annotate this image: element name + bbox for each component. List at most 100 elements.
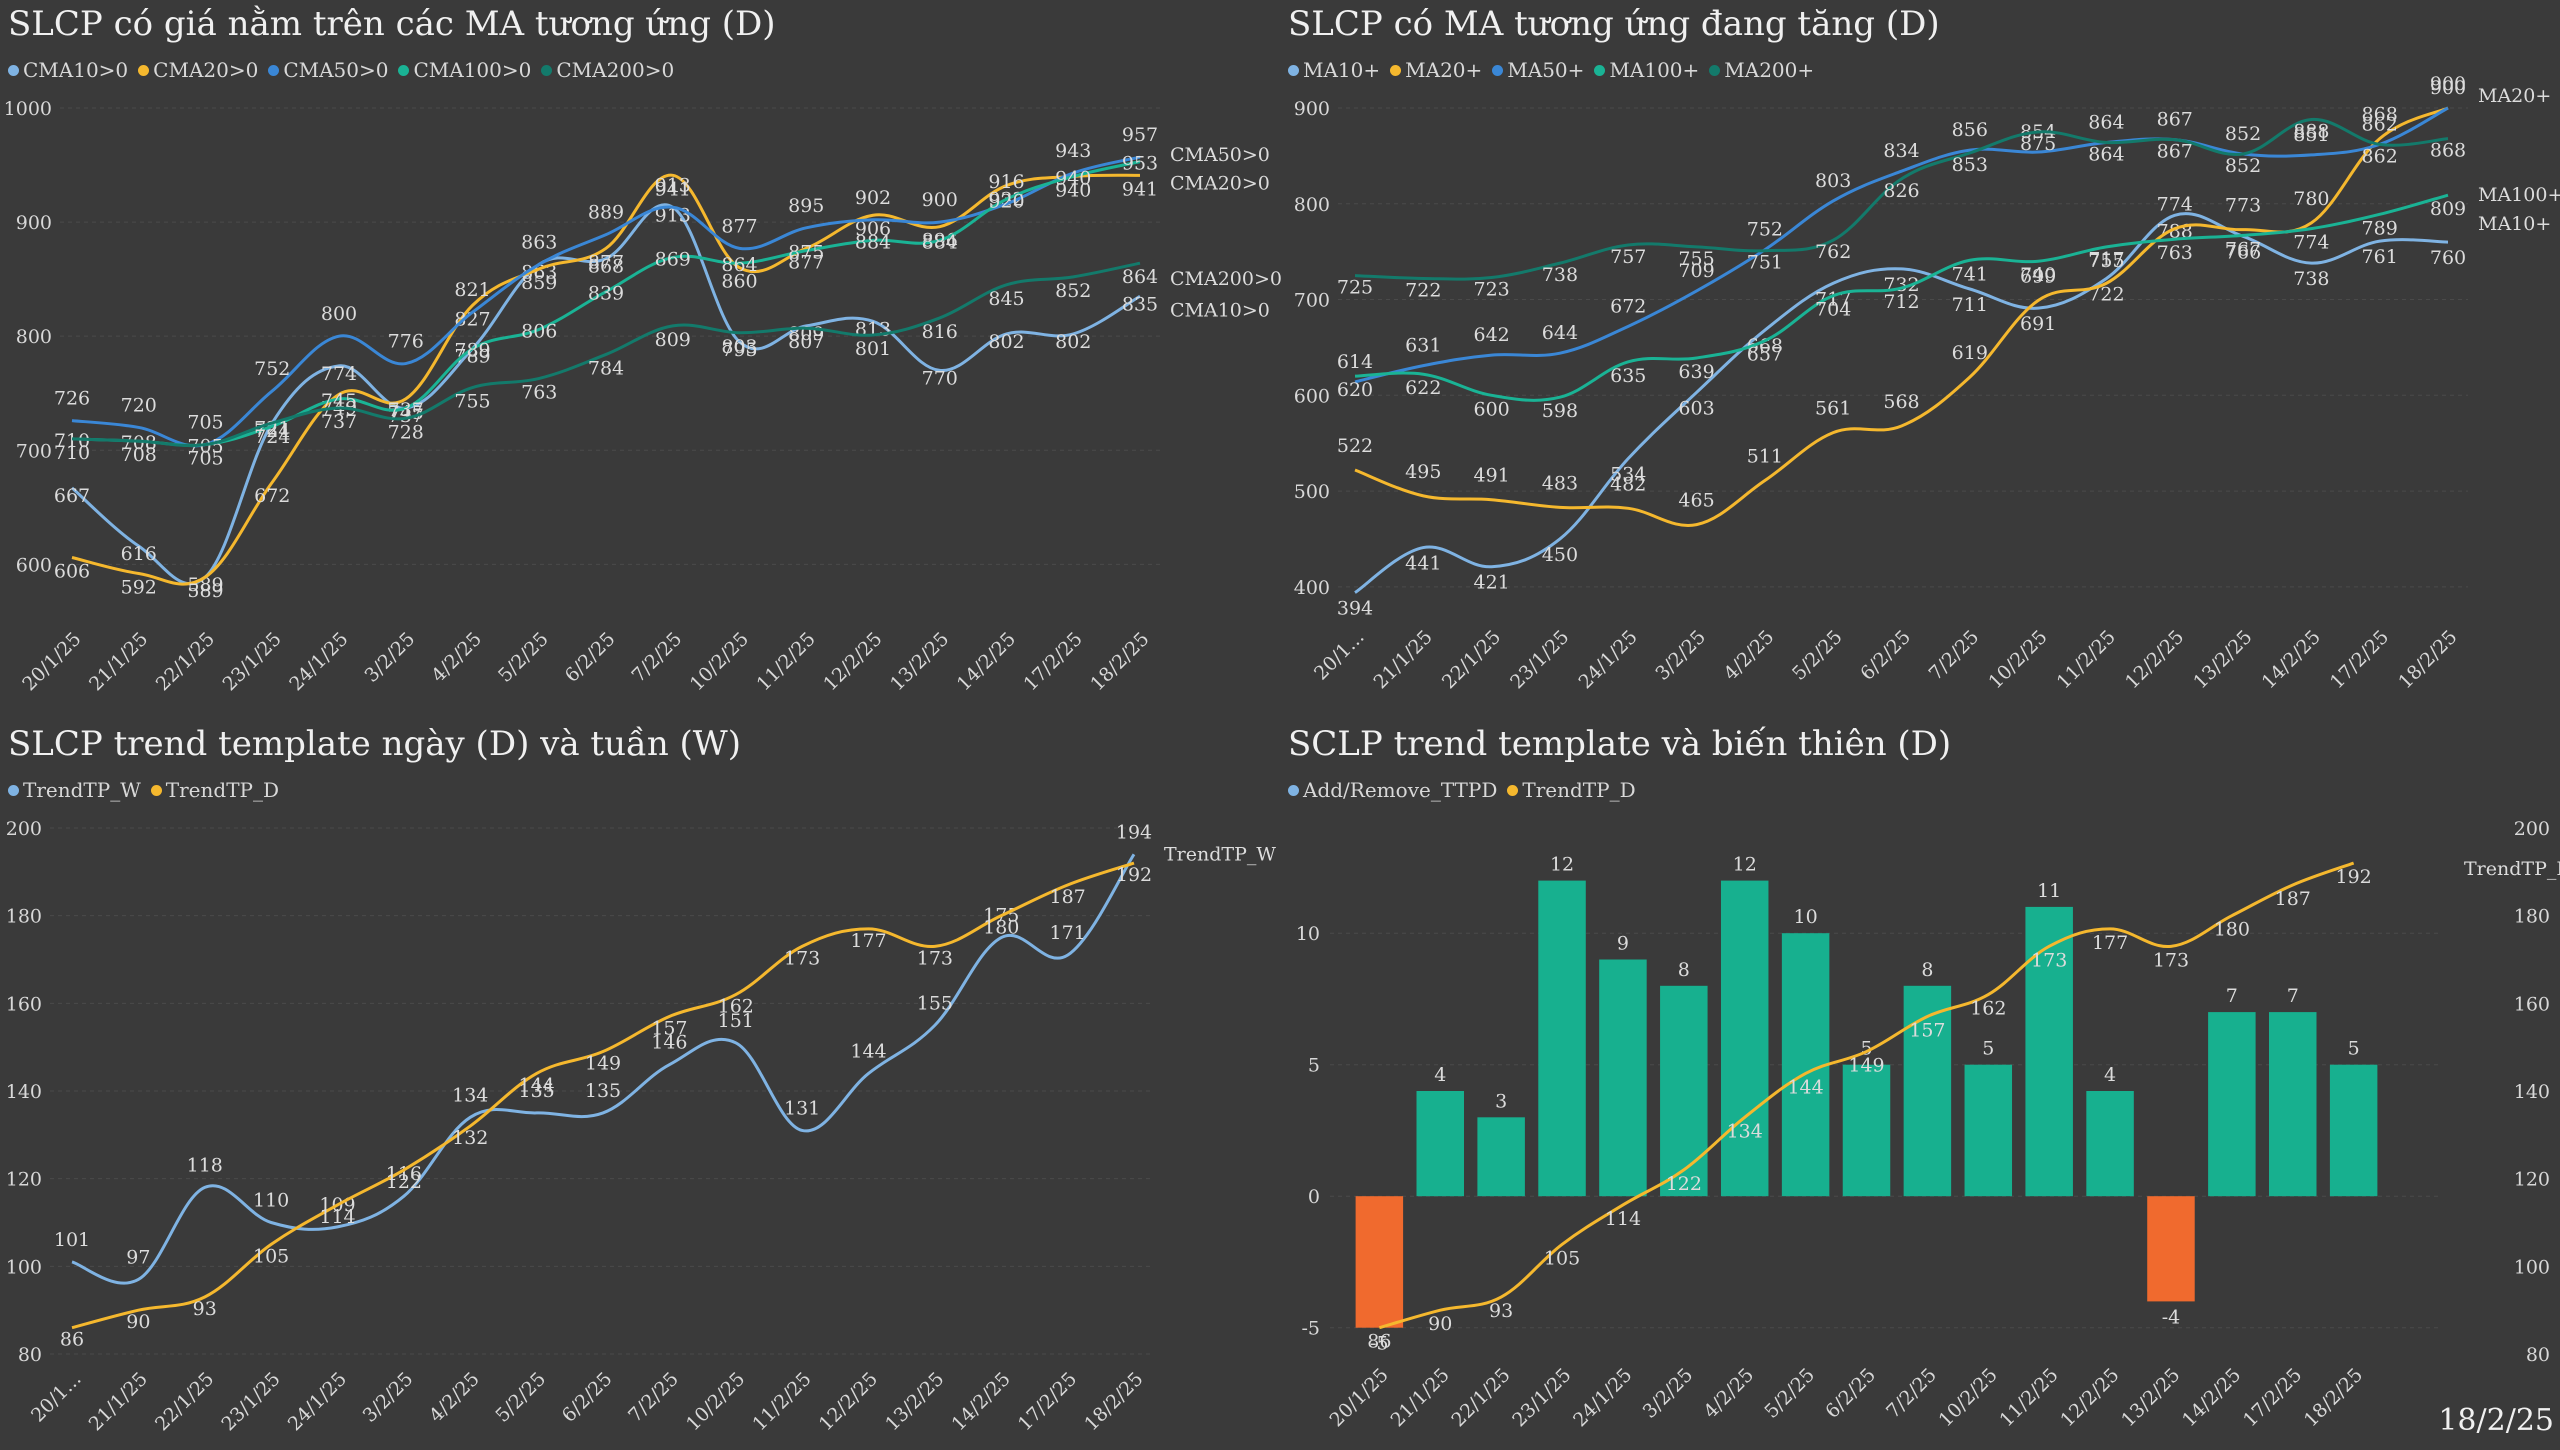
data-label: 118 xyxy=(187,1154,223,1176)
bar-data-label: 4 xyxy=(1434,1064,1446,1086)
data-label: 941 xyxy=(1122,178,1158,200)
series-line xyxy=(1354,106,2449,384)
legend-item: MA50+ xyxy=(1492,58,1584,82)
data-label: 864 xyxy=(721,254,757,276)
bar xyxy=(2269,1012,2317,1197)
chart-panel-trend-template-change: SCLP trend template và biến thiên (D) Ad… xyxy=(1280,720,2560,1450)
chart-legend: CMA10>0 CMA20>0 CMA50>0 CMA100>0 CMA200>0 xyxy=(8,58,674,82)
data-label: 941 xyxy=(655,178,691,200)
legend-item: TrendTP_W xyxy=(8,778,141,802)
datestamp: 18/2/25 xyxy=(2438,1403,2554,1438)
data-label: 943 xyxy=(1055,140,1091,162)
data-label: 853 xyxy=(1952,154,1988,176)
data-label: 852 xyxy=(2225,123,2261,145)
bar xyxy=(1720,880,1769,1197)
legend-label: MA20+ xyxy=(1405,58,1483,82)
data-label: 483 xyxy=(1542,472,1578,494)
series-line xyxy=(1378,861,2355,1330)
data-label: 800 xyxy=(321,303,357,325)
data-label: 900 xyxy=(922,189,958,211)
bar xyxy=(1538,880,1586,1197)
data-label: 863 xyxy=(521,231,557,253)
x-tick-label: 3/2/25 xyxy=(359,1368,418,1427)
legend-label: TrendTP_W xyxy=(23,778,141,802)
data-label: 97 xyxy=(126,1246,150,1268)
x-tick-label: 18/2/25 xyxy=(1086,628,1153,695)
data-label: 606 xyxy=(54,561,90,583)
data-label: 913 xyxy=(655,174,691,196)
bar-data-label: 4 xyxy=(2104,1064,2116,1086)
data-label: 809 xyxy=(655,329,691,351)
data-label: 875 xyxy=(788,242,824,264)
data-label: 708 xyxy=(121,432,157,454)
data-label: 589 xyxy=(187,580,223,602)
data-label: 803 xyxy=(721,336,757,358)
x-tick-label: 4/2/25 xyxy=(1720,626,1779,685)
bar-data-label: 11 xyxy=(2037,880,2061,902)
bar-data-label: 3 xyxy=(1495,1090,1507,1112)
data-label: 86 xyxy=(1367,1331,1391,1353)
bar-data-label: 10 xyxy=(1794,906,1818,928)
data-label: 940 xyxy=(1055,179,1091,201)
bar-data-label: -5 xyxy=(1370,1333,1389,1355)
data-label: 192 xyxy=(1116,864,1152,886)
data-label: 884 xyxy=(855,231,891,253)
y2-tick-label: 80 xyxy=(2526,1344,2550,1366)
y-tick-label: 140 xyxy=(6,1081,42,1103)
data-label: 902 xyxy=(855,187,891,209)
data-label: 953 xyxy=(1122,153,1158,175)
data-label: 900 xyxy=(2430,77,2466,99)
data-label: 752 xyxy=(254,358,290,380)
x-tick-label: 11/2/25 xyxy=(752,628,819,695)
x-tick-label: 18/2/25 xyxy=(2394,626,2461,693)
y-tick-label: 600 xyxy=(1294,385,1330,407)
x-tick-label: 4/2/25 xyxy=(427,628,486,687)
legend-dot-icon xyxy=(1492,64,1504,76)
data-label: 712 xyxy=(1883,291,1919,313)
data-label: 603 xyxy=(1678,397,1714,419)
data-label: 875 xyxy=(2020,133,2056,155)
x-tick-label: 13/2/25 xyxy=(886,628,953,695)
legend-dot-icon xyxy=(1390,64,1402,76)
data-label: 522 xyxy=(1337,435,1373,457)
legend-dot-icon xyxy=(541,64,553,76)
bar-data-label: 9 xyxy=(1617,933,1629,955)
bar xyxy=(1355,1196,1404,1328)
data-label: 705 xyxy=(187,436,223,458)
data-label: 114 xyxy=(319,1206,355,1228)
y-tick-label: 0 xyxy=(1308,1186,1320,1208)
legend-dot-icon xyxy=(8,784,19,796)
legend-label: CMA200>0 xyxy=(556,58,675,82)
data-label: 906 xyxy=(855,218,891,240)
x-tick-label: 17/2/25 xyxy=(2239,1364,2306,1431)
x-tick-label: 18/2/25 xyxy=(2300,1364,2367,1431)
data-label: 180 xyxy=(983,917,1019,939)
y-tick-label: 120 xyxy=(6,1169,42,1191)
bar xyxy=(2208,1012,2256,1197)
data-label: 710 xyxy=(54,430,90,452)
data-label: 173 xyxy=(2153,949,2189,971)
x-tick-label: 10/2/25 xyxy=(1934,1364,2001,1431)
data-label: 177 xyxy=(2092,932,2128,954)
data-label: 774 xyxy=(321,363,357,385)
series-end-label: TrendTP_D xyxy=(2464,858,2560,880)
data-label: 859 xyxy=(521,272,557,294)
data-label: 667 xyxy=(54,485,90,507)
data-label: 187 xyxy=(2275,888,2311,910)
y-tick-label: 600 xyxy=(16,554,52,576)
x-tick-label: 10/2/25 xyxy=(682,1368,749,1435)
data-label: 144 xyxy=(850,1040,886,1062)
data-label: 672 xyxy=(1610,295,1646,317)
data-label: 864 xyxy=(2088,111,2124,133)
data-label: 860 xyxy=(721,271,757,293)
legend-item: CMA200>0 xyxy=(541,58,674,82)
x-tick-label: 20/1... xyxy=(1310,626,1369,685)
bar xyxy=(2025,906,2073,1197)
x-tick-label: 22/1/25 xyxy=(152,628,219,695)
x-tick-label: 7/2/25 xyxy=(1882,1364,1941,1423)
data-label: 722 xyxy=(2088,283,2124,305)
data-label: 867 xyxy=(2157,141,2193,163)
legend-label: CMA20>0 xyxy=(153,58,259,82)
x-tick-label: 23/1/25 xyxy=(1506,626,1573,693)
data-label: 93 xyxy=(193,1298,217,1320)
